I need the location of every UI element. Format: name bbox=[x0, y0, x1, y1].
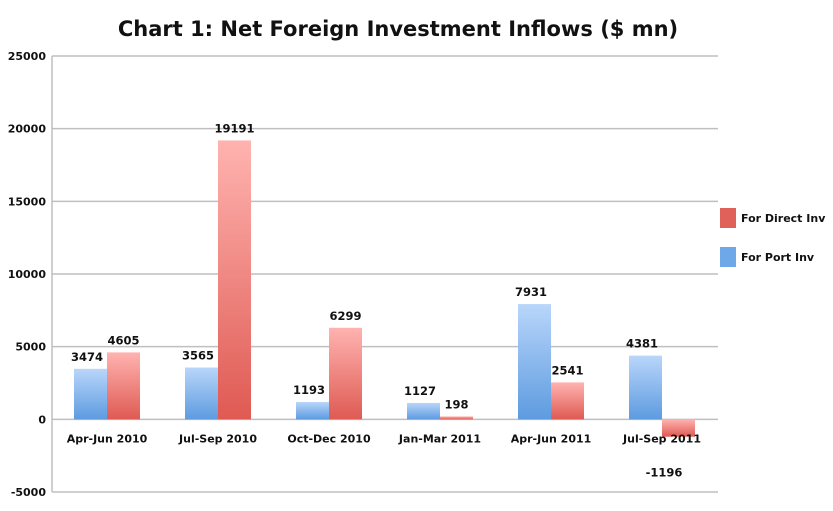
bar-port-inv bbox=[629, 355, 662, 420]
legend-label: For Direct Inv bbox=[741, 212, 826, 225]
x-tick-label: Apr-Jun 2011 bbox=[511, 432, 592, 445]
y-tick-label: 5000 bbox=[15, 341, 46, 354]
data-label: 3474 bbox=[71, 350, 103, 364]
legend-label: For Port Inv bbox=[741, 251, 815, 264]
data-label: 7931 bbox=[515, 285, 547, 299]
x-tick-label: Jul-Sep 2011 bbox=[622, 432, 701, 445]
bar-direct-inv bbox=[662, 419, 695, 437]
bar-direct-inv bbox=[551, 382, 584, 420]
y-tick-label: 20000 bbox=[8, 123, 47, 136]
data-labels: 3474 4605 3565 19191 1193 6299 1127 198 7931 2541… bbox=[71, 121, 682, 479]
data-label: 198 bbox=[444, 397, 468, 411]
data-label: 1193 bbox=[293, 383, 325, 397]
x-tick-label: Jul-Sep 2010 bbox=[178, 432, 257, 445]
bar-port-inv bbox=[407, 402, 440, 420]
data-label: 4381 bbox=[626, 337, 658, 351]
data-label: 2541 bbox=[551, 363, 583, 377]
data-label: 6299 bbox=[329, 309, 361, 323]
bar-port-inv bbox=[185, 367, 218, 420]
bar-direct-inv bbox=[329, 327, 362, 420]
x-tick-label: Oct-Dec 2010 bbox=[287, 432, 371, 445]
legend: For Direct Inv For Port Inv bbox=[720, 208, 826, 267]
y-tick-label: 15000 bbox=[8, 195, 47, 208]
data-label: 3565 bbox=[182, 349, 214, 363]
bar-port-inv bbox=[518, 304, 551, 420]
bar-direct-inv bbox=[218, 140, 251, 420]
legend-swatch bbox=[720, 247, 736, 267]
data-label: -1196 bbox=[646, 466, 683, 480]
data-label: 1127 bbox=[404, 384, 436, 398]
bar-port-inv bbox=[296, 401, 329, 420]
bars bbox=[74, 140, 695, 437]
bar-direct-inv bbox=[107, 352, 140, 420]
y-tick-label: 0 bbox=[38, 413, 46, 426]
x-tick-label: Apr-Jun 2010 bbox=[67, 432, 148, 445]
data-label: 19191 bbox=[214, 121, 254, 135]
chart-title: Chart 1: Net Foreign Investment Inflows … bbox=[118, 17, 678, 41]
y-tick-label: -5000 bbox=[11, 486, 47, 499]
bar-direct-inv bbox=[440, 416, 473, 420]
data-label: 4605 bbox=[107, 333, 139, 347]
x-axis: Apr-Jun 2010 Jul-Sep 2010 Oct-Dec 2010 Jan-… bbox=[67, 432, 701, 445]
bar-port-inv bbox=[74, 368, 107, 420]
y-axis: -5000 0 5000 10000 15000 20000 25000 bbox=[8, 50, 53, 499]
legend-swatch bbox=[720, 208, 736, 228]
y-tick-label: 10000 bbox=[8, 268, 47, 281]
gridlines bbox=[52, 55, 718, 493]
x-tick-label: Jan-Mar 2011 bbox=[398, 432, 481, 445]
y-tick-label: 25000 bbox=[8, 50, 47, 63]
